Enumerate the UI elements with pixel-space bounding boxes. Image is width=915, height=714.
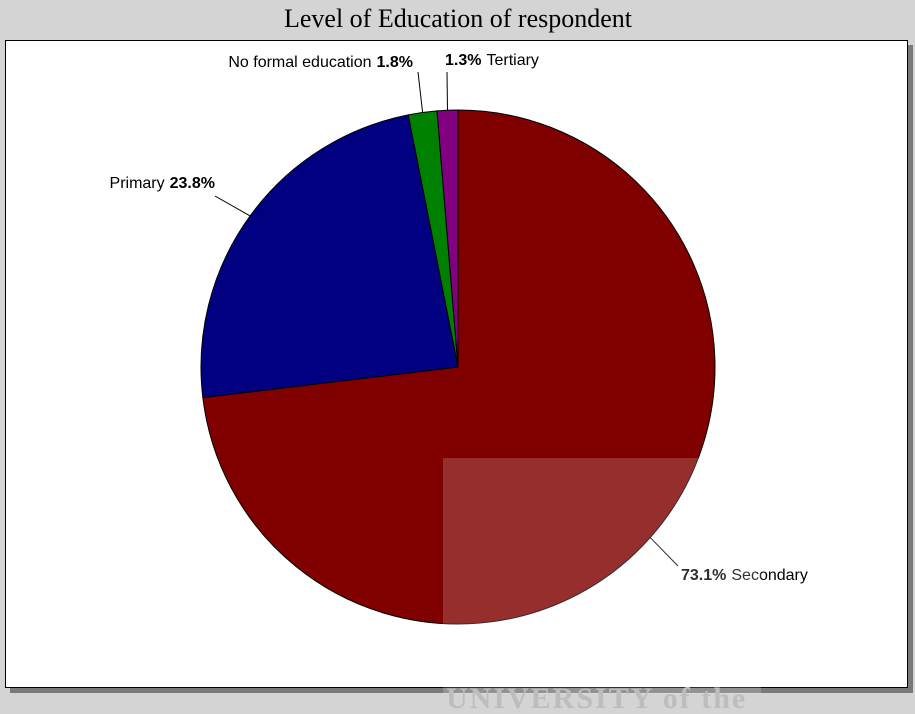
- pie-slice: [200, 114, 459, 399]
- leader-line: [417, 71, 424, 113]
- category-label: Primary: [110, 175, 165, 192]
- value-label: 1.8%: [377, 54, 413, 71]
- pie-slice: [202, 109, 716, 625]
- leader-line: [649, 537, 679, 567]
- category-label: Secondary: [731, 567, 808, 584]
- value-label: 23.8%: [170, 175, 215, 192]
- category-label: Tertiary: [486, 52, 538, 69]
- slice-label: 73.1% Secondary: [681, 567, 808, 584]
- pie: [200, 109, 716, 625]
- value-label: 73.1%: [681, 567, 726, 584]
- chart-title: Level of Education of respondent: [284, 4, 633, 33]
- pie-slice: [436, 109, 459, 368]
- watermark: UNIVERSITY of the: [446, 682, 747, 714]
- leader-line: [214, 195, 251, 217]
- labels: 73.1% Secondary Primary 23.8% No formal educ…: [110, 52, 808, 584]
- value-label: 1.3%: [445, 52, 481, 69]
- watermark-emblem: [443, 458, 761, 694]
- slice-label: Primary 23.8%: [110, 175, 215, 192]
- category-label: No formal education: [228, 54, 371, 71]
- slice-label: 1.3% Tertiary: [445, 52, 539, 69]
- leader-line: [446, 71, 449, 111]
- slice-label: No formal education 1.8%: [228, 54, 413, 71]
